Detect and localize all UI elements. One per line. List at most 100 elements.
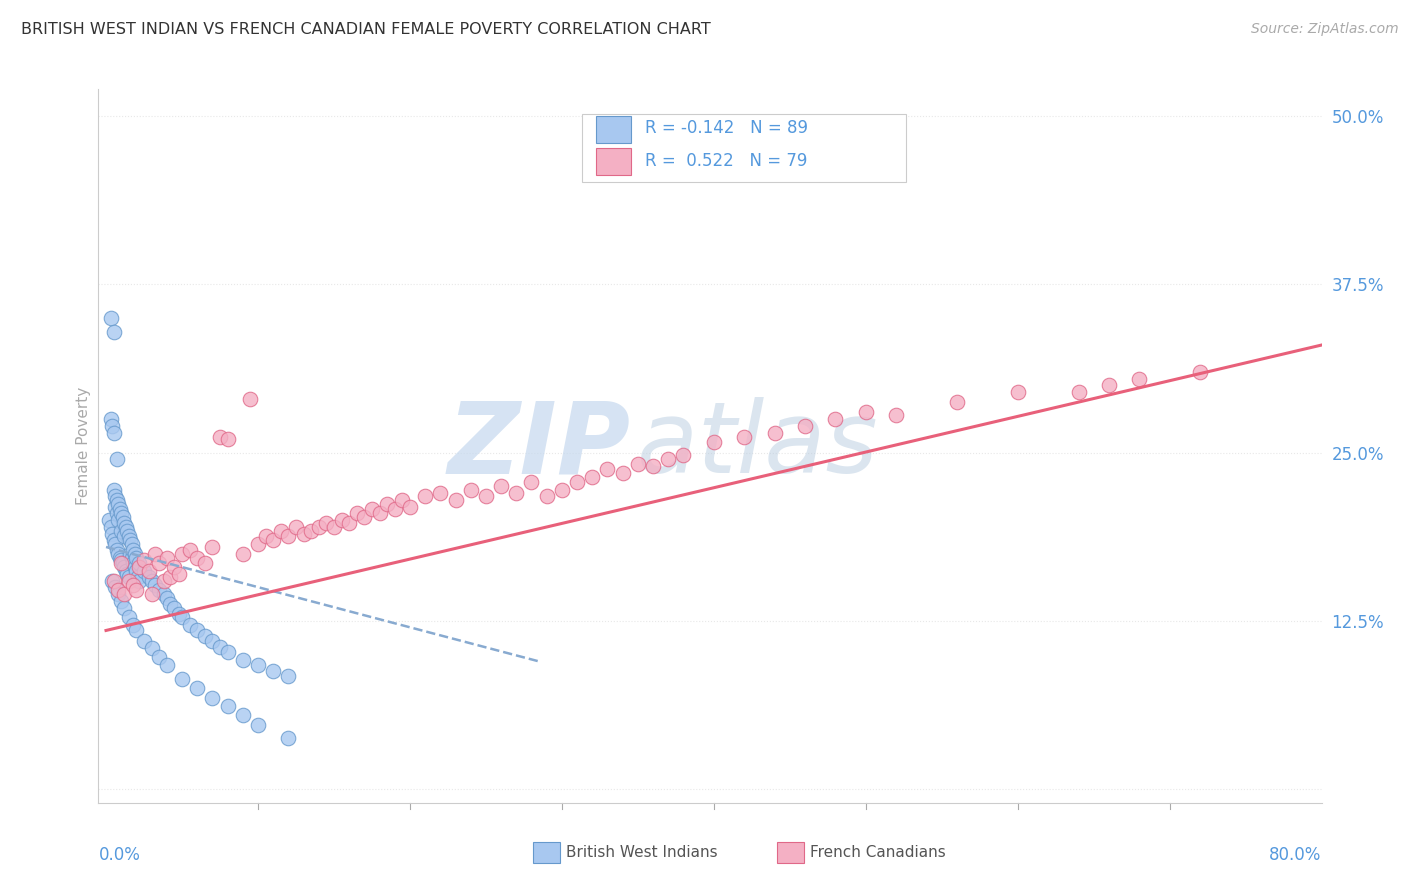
Point — [110, 506, 132, 520]
Point — [429, 486, 451, 500]
Point — [232, 547, 254, 561]
Point — [475, 489, 498, 503]
Point — [315, 516, 337, 530]
Text: 0.0%: 0.0% — [98, 846, 141, 863]
Point — [170, 610, 193, 624]
Point — [565, 475, 588, 490]
Point — [505, 486, 527, 500]
Point — [232, 708, 254, 723]
Point — [1128, 372, 1150, 386]
Point — [141, 640, 163, 655]
Point — [117, 566, 139, 581]
Point — [1007, 385, 1029, 400]
Text: BRITISH WEST INDIAN VS FRENCH CANADIAN FEMALE POVERTY CORRELATION CHART: BRITISH WEST INDIAN VS FRENCH CANADIAN F… — [21, 22, 711, 37]
Point — [112, 516, 135, 530]
Point — [794, 418, 817, 433]
Point — [125, 550, 148, 565]
Point — [262, 664, 284, 678]
Point — [186, 624, 208, 638]
Point — [277, 529, 299, 543]
FancyBboxPatch shape — [582, 114, 905, 182]
Point — [254, 529, 277, 543]
Point — [167, 566, 190, 581]
FancyBboxPatch shape — [778, 842, 804, 863]
Point — [596, 462, 619, 476]
Point — [346, 506, 368, 520]
Point — [114, 520, 136, 534]
Point — [122, 542, 145, 557]
Point — [246, 717, 269, 731]
Point — [460, 483, 482, 498]
Point — [108, 550, 131, 565]
Point — [361, 502, 384, 516]
Point — [132, 634, 155, 648]
Point — [128, 560, 150, 574]
Point — [384, 502, 406, 516]
Point — [217, 698, 239, 713]
Point — [217, 432, 239, 446]
Text: R = -0.142   N = 89: R = -0.142 N = 89 — [645, 120, 808, 137]
Point — [763, 425, 786, 440]
Point — [103, 325, 125, 339]
Point — [551, 483, 574, 498]
Point — [111, 510, 134, 524]
Point — [121, 550, 143, 565]
Point — [107, 583, 129, 598]
Point — [125, 624, 148, 638]
Point — [124, 560, 146, 574]
Point — [105, 542, 128, 557]
Point — [141, 587, 163, 601]
Point — [107, 513, 129, 527]
Point — [110, 524, 132, 538]
Point — [118, 610, 141, 624]
Point — [1189, 365, 1212, 379]
Point — [107, 547, 129, 561]
Point — [104, 537, 127, 551]
Point — [114, 564, 136, 578]
Point — [277, 669, 299, 683]
Point — [246, 658, 269, 673]
Point — [122, 556, 145, 570]
Text: 80.0%: 80.0% — [1270, 846, 1322, 863]
Text: atlas: atlas — [637, 398, 879, 494]
Point — [148, 583, 170, 598]
Point — [122, 577, 145, 591]
Point — [143, 547, 166, 561]
Point — [121, 537, 143, 551]
Point — [194, 629, 217, 643]
Point — [112, 529, 135, 543]
Point — [208, 429, 231, 443]
Point — [103, 483, 125, 498]
Point — [138, 569, 160, 583]
Point — [112, 600, 135, 615]
Point — [156, 658, 179, 673]
Point — [112, 587, 135, 601]
Point — [368, 506, 391, 520]
Point — [118, 574, 141, 588]
Point — [112, 560, 135, 574]
Point — [703, 434, 725, 449]
Point — [105, 452, 128, 467]
Point — [444, 492, 467, 507]
Point — [299, 524, 322, 538]
Point — [132, 553, 155, 567]
Point — [270, 524, 292, 538]
FancyBboxPatch shape — [533, 842, 560, 863]
Point — [128, 556, 150, 570]
Point — [110, 594, 132, 608]
Point — [353, 510, 375, 524]
Point — [194, 556, 217, 570]
Point — [612, 466, 634, 480]
Point — [330, 513, 353, 527]
Point — [641, 459, 664, 474]
Text: British West Indians: British West Indians — [565, 846, 717, 860]
Point — [413, 489, 436, 503]
Point — [520, 475, 543, 490]
Point — [323, 520, 346, 534]
Point — [159, 597, 181, 611]
Point — [170, 547, 193, 561]
Point — [107, 497, 129, 511]
Point — [284, 520, 307, 534]
Point — [110, 556, 132, 570]
Point — [111, 556, 134, 570]
